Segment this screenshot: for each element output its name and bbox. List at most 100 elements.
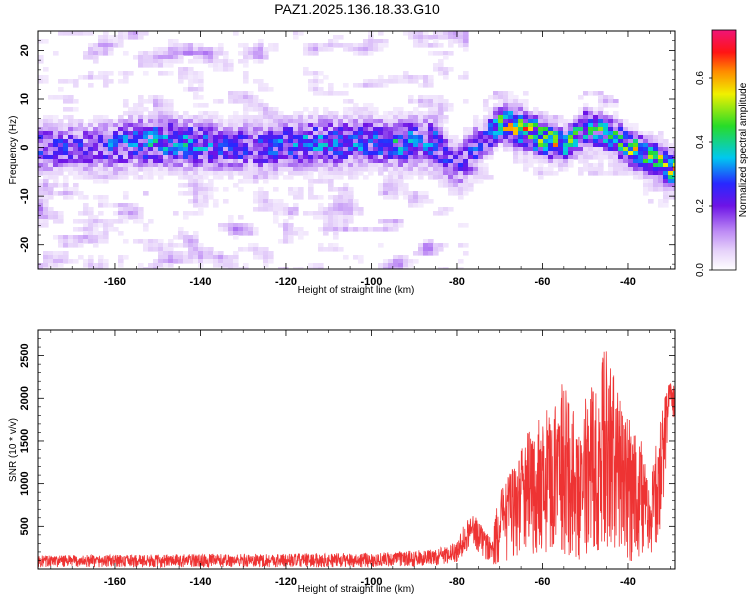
spectrogram-cell (468, 179, 474, 184)
spectrogram-cell (103, 123, 109, 128)
spectrogram-cell (313, 135, 319, 140)
spectrogram-cell (583, 139, 589, 144)
spectrogram-cell (218, 47, 224, 52)
x-tick-label: -160 (104, 576, 126, 588)
spectrogram-cell (333, 187, 339, 192)
spectrogram-cell (253, 47, 259, 52)
spectrogram-cell (83, 235, 89, 240)
spectrogram-cell (413, 135, 419, 140)
spectrogram-cell (353, 51, 359, 56)
spectrogram-cell (258, 123, 264, 128)
spectrogram-cell (78, 147, 84, 152)
spectrogram-cell (178, 251, 184, 256)
spectrogram-cell (428, 131, 434, 136)
spectrogram-cell (633, 167, 639, 172)
spectrogram-cell (153, 99, 159, 104)
spectrogram-cell (203, 115, 209, 120)
spectrogram-cell (283, 231, 289, 236)
spectrogram-cell (388, 131, 394, 136)
spectrogram-cell (178, 171, 184, 176)
spectrogram-cell (163, 263, 169, 268)
spectrogram-cell (183, 87, 189, 92)
spectrogram-cell (88, 31, 94, 36)
spectrogram-cell (223, 223, 229, 228)
spectrogram-cell (63, 151, 69, 156)
spectrogram-cell (588, 123, 594, 128)
spectrogram-cell (463, 47, 469, 52)
spectrogram-cell (488, 143, 494, 148)
spectrogram-cell (398, 127, 404, 132)
spectrogram-cell (318, 119, 324, 124)
spectrogram-cell (68, 123, 74, 128)
spectrogram-cell (603, 115, 609, 120)
spectrogram-cell (318, 227, 324, 232)
spectrogram-cell (83, 231, 89, 236)
spectrogram-cell (53, 251, 59, 256)
spectrogram-cell (103, 119, 109, 124)
spectrogram-cell (253, 99, 259, 104)
spectrogram-cell (293, 195, 299, 200)
spectrogram-cell (183, 143, 189, 148)
spectrogram-cell (388, 143, 394, 148)
spectrogram-cell (148, 171, 154, 176)
spectrogram-cell (368, 51, 374, 56)
spectrogram-cell (133, 107, 139, 112)
spectrogram-cell (478, 179, 484, 184)
spectrogram-cell (283, 227, 289, 232)
spectrogram-cell (163, 251, 169, 256)
spectrogram-cell (188, 171, 194, 176)
spectrogram-cell (378, 151, 384, 156)
spectrogram-cell (168, 43, 174, 48)
spectrogram-cell (158, 59, 164, 64)
spectrogram-cell (268, 123, 274, 128)
spectrogram-cell (488, 151, 494, 156)
spectrogram-cell (583, 91, 589, 96)
spectrogram-cell (83, 203, 89, 208)
spectrogram-cell (468, 139, 474, 144)
spectrogram-cell (53, 183, 59, 188)
spectrogram-cell (343, 171, 349, 176)
spectrogram-cell (328, 175, 334, 180)
spectrogram-cell (243, 155, 249, 160)
spectrogram-cell (603, 143, 609, 148)
spectrogram-cell (128, 207, 134, 212)
spectrogram-cell (223, 159, 229, 164)
spectrogram-cell (63, 251, 69, 256)
spectrogram-cell (193, 183, 199, 188)
spectrogram-cell (103, 147, 109, 152)
spectrogram-cell (93, 135, 99, 140)
spectrogram-cell (628, 155, 634, 160)
y-tick-label: -10 (19, 188, 31, 204)
spectrogram-cell (303, 163, 309, 168)
spectrogram-cell (178, 139, 184, 144)
spectrogram-cell (618, 135, 624, 140)
spectrogram-cell (218, 135, 224, 140)
spectrogram-cell (223, 163, 229, 168)
spectrogram-cell (313, 123, 319, 128)
spectrogram-cell (48, 163, 54, 168)
spectrogram-cell (588, 151, 594, 156)
spectrogram-cell (383, 43, 389, 48)
spectrogram-cell (533, 167, 539, 172)
spectrogram-cell (273, 187, 279, 192)
spectrogram-cell (163, 171, 169, 176)
spectrogram-cell (358, 135, 364, 140)
spectrogram-cell (273, 171, 279, 176)
spectrogram-cell (308, 267, 314, 269)
spectrogram-cell (353, 111, 359, 116)
spectrogram-cell (413, 115, 419, 120)
spectrogram-cell (248, 99, 254, 104)
spectrogram-cell (218, 59, 224, 64)
spectrogram-cell (88, 207, 94, 212)
spectrogram-cell (38, 131, 44, 136)
spectrogram-cell (453, 139, 459, 144)
spectrogram-cell (348, 111, 354, 116)
spectrogram-cell (458, 39, 464, 44)
spectrogram-cell (418, 159, 424, 164)
spectrogram-cell (183, 155, 189, 160)
spectrogram-cell (628, 171, 634, 176)
spectrogram-cell (328, 207, 334, 212)
spectrogram-cell (138, 31, 144, 36)
spectrogram-cell (248, 167, 254, 172)
